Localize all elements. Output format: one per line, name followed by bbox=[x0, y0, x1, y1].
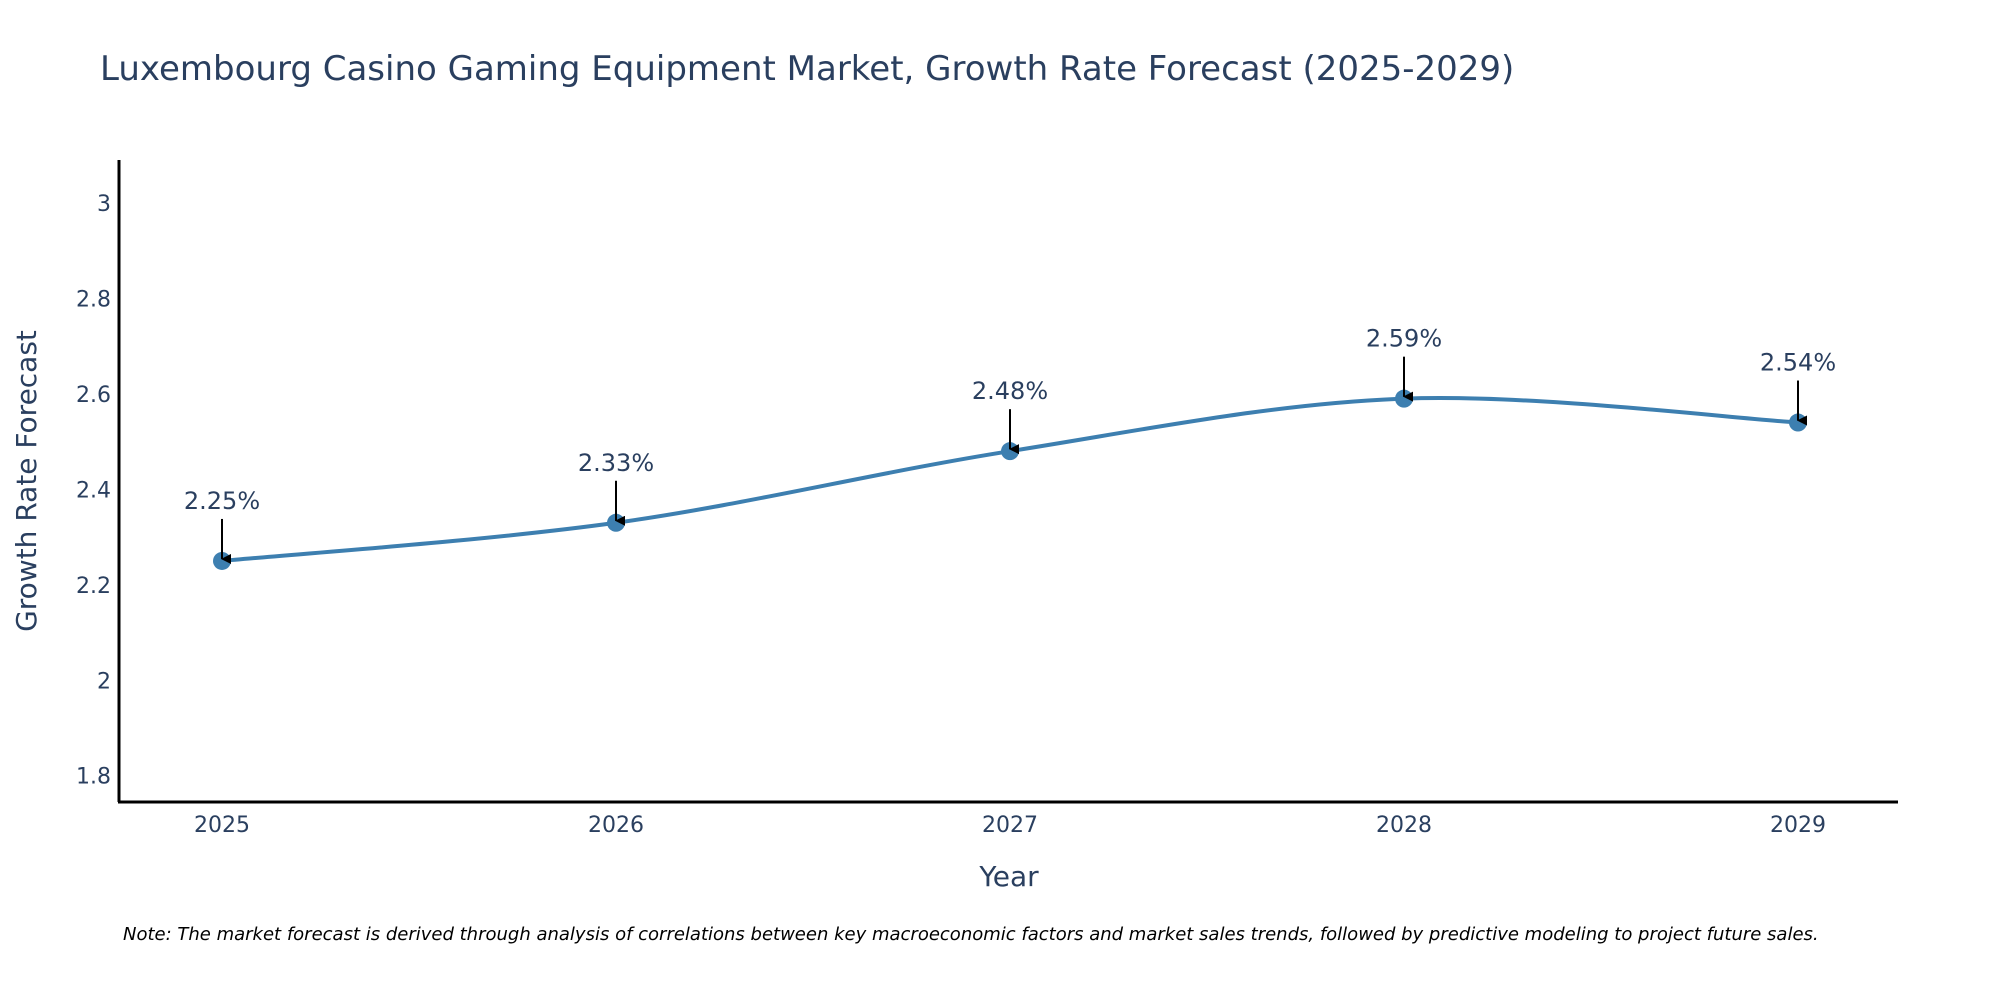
y-tick-label: 2.2 bbox=[76, 574, 111, 599]
data-label: 2.59% bbox=[1366, 325, 1442, 353]
y-tick-label: 2 bbox=[97, 669, 111, 694]
data-label: 2.54% bbox=[1760, 349, 1836, 377]
y-axis-title: Growth Rate Forecast bbox=[10, 330, 43, 632]
x-tick-label: 2028 bbox=[1376, 813, 1432, 838]
y-tick-label: 2.8 bbox=[76, 287, 111, 312]
footnote: Note: The market forecast is derived thr… bbox=[123, 924, 1819, 945]
x-tick-label: 2027 bbox=[982, 813, 1038, 838]
data-annotations: 2.25% 2.33% 2.48% 2.59% 2.54% bbox=[184, 325, 1836, 564]
x-tick-label: 2026 bbox=[588, 813, 644, 838]
x-tick-labels: 2025 2026 2027 2028 2029 bbox=[194, 813, 1826, 838]
y-tick-label: 1.8 bbox=[76, 765, 111, 790]
x-tick-label: 2029 bbox=[1770, 813, 1826, 838]
plot-area: 1.8 2 2.2 2.4 2.6 2.8 3 2025 2026 2027 2028 2029 2… bbox=[76, 160, 1898, 838]
y-tick-labels: 1.8 2 2.2 2.4 2.6 2.8 3 bbox=[76, 192, 111, 790]
y-tick-label: 2.4 bbox=[76, 478, 111, 503]
y-tick-label: 3 bbox=[97, 192, 111, 217]
data-label: 2.33% bbox=[578, 449, 654, 477]
x-tick-label: 2025 bbox=[194, 813, 250, 838]
x-axis-title: Year bbox=[978, 860, 1039, 893]
y-tick-label: 2.6 bbox=[76, 383, 111, 408]
chart-title: Luxembourg Casino Gaming Equipment Marke… bbox=[100, 49, 1514, 89]
data-label: 2.25% bbox=[184, 487, 260, 515]
data-label: 2.48% bbox=[972, 377, 1048, 405]
